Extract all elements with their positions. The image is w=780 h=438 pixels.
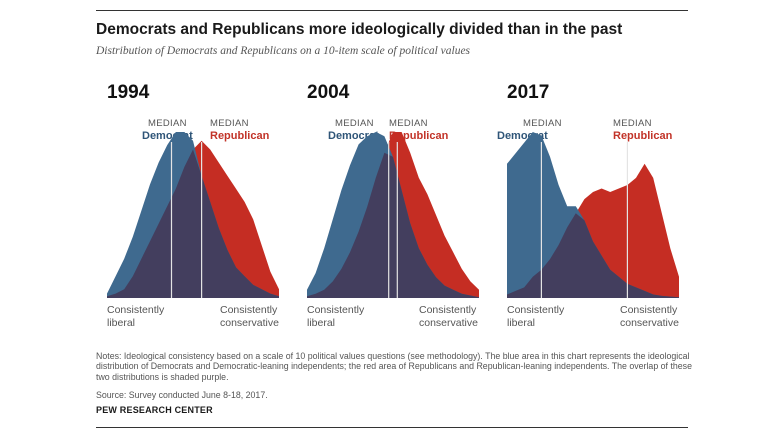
chart-notes: Notes: Ideological consistency based on …	[96, 351, 692, 382]
year-label-2004: 2004	[307, 82, 350, 103]
axis-label-line2: liberal	[307, 316, 336, 329]
axis-label-line1: Consistently	[107, 304, 165, 316]
median-caption-republican-2017: MEDIAN	[613, 118, 652, 129]
axis-label-line2: liberal	[507, 316, 536, 329]
axis-label-liberal-1994: Consistently liberal	[107, 304, 164, 329]
median-caption-democrat-2017: MEDIAN	[523, 118, 562, 129]
series-overlap-area	[107, 149, 279, 298]
median-caption-republican-1994: MEDIAN	[210, 118, 249, 129]
median-caption-democrat-1994: MEDIAN	[148, 118, 187, 129]
axis-label-line1: Consistently	[507, 304, 565, 316]
median-label-republican-1994: Republican	[210, 130, 270, 142]
axis-label-line2: liberal	[107, 316, 136, 329]
axis-label-liberal-2004: Consistently liberal	[307, 304, 364, 329]
org-credit: PEW RESEARCH CENTER	[96, 405, 213, 415]
axis-label-conservative-1994: Consistently conservative	[220, 304, 279, 329]
axis-label-conservative-2017: Consistently conservative	[620, 304, 679, 329]
area-chart-1994	[107, 132, 279, 298]
year-label-1994: 1994	[107, 82, 150, 103]
top-rule	[96, 10, 688, 11]
bottom-rule	[96, 427, 688, 428]
axis-label-line1: Consistently	[307, 304, 365, 316]
median-label-republican-2017: Republican	[613, 130, 673, 142]
axis-label-line1: Consistently	[419, 304, 477, 316]
axis-label-line2: conservative	[620, 316, 679, 329]
axis-label-line1: Consistently	[220, 304, 278, 316]
area-chart-2004	[307, 132, 479, 298]
axis-label-liberal-2017: Consistently liberal	[507, 304, 564, 329]
axis-label-line2: conservative	[220, 316, 279, 329]
median-caption-republican-2004: MEDIAN	[389, 118, 428, 129]
median-caption-democrat-2004: MEDIAN	[335, 118, 374, 129]
area-chart-2017	[507, 132, 679, 298]
axis-label-line1: Consistently	[620, 304, 678, 316]
series-overlap-area	[307, 152, 479, 298]
chart-title: Democrats and Republicans more ideologic…	[96, 21, 623, 38]
chart-source: Source: Survey conducted June 8-18, 2017…	[96, 390, 268, 400]
chart-subtitle: Distribution of Democrats and Republican…	[96, 45, 471, 57]
axis-label-line2: conservative	[419, 316, 478, 329]
series-overlap-area	[507, 213, 679, 298]
axis-label-conservative-2004: Consistently conservative	[419, 304, 478, 329]
year-label-2017: 2017	[507, 82, 550, 103]
series-democrat-area	[507, 132, 679, 298]
